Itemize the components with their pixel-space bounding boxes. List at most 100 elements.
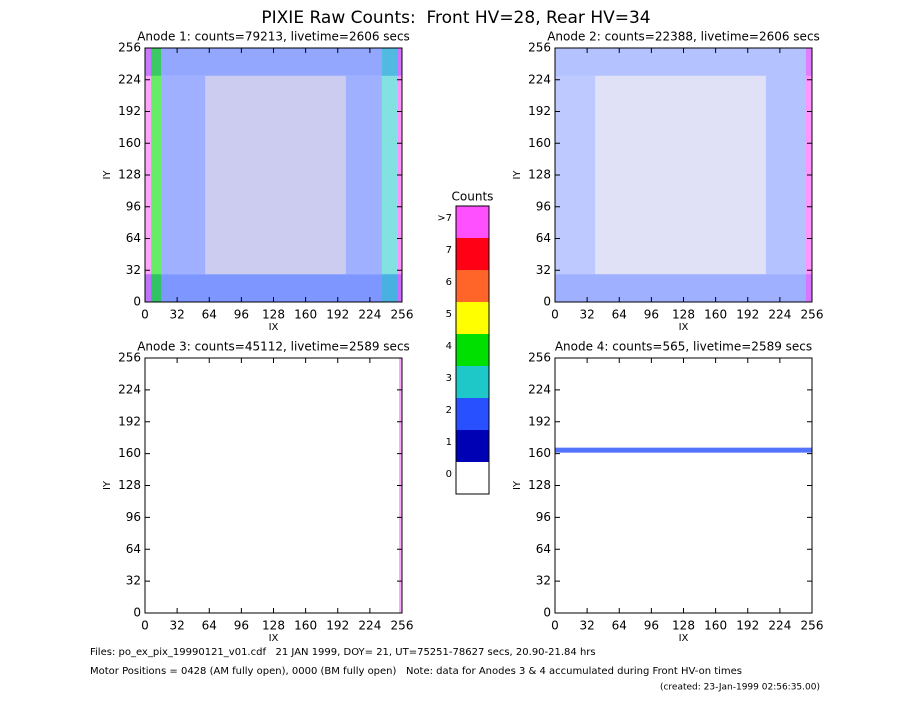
y-axis-label: IY <box>102 480 113 490</box>
colorbar-swatch <box>456 238 489 270</box>
colorbar-swatch <box>456 430 489 462</box>
colorbar-label: 6 <box>446 277 452 288</box>
y-tick-label: 96 <box>536 199 551 213</box>
count-region <box>205 75 346 275</box>
count-region <box>381 48 398 302</box>
colorbar-swatch <box>456 302 489 334</box>
y-tick-label: 128 <box>118 168 141 182</box>
x-axis-label: IX <box>269 322 279 333</box>
x-axis-label: IX <box>269 633 279 644</box>
x-tick-label: 192 <box>326 619 349 633</box>
y-tick-label: 256 <box>528 351 551 365</box>
y-tick-label: 128 <box>528 168 551 182</box>
count-region <box>595 75 766 275</box>
colorbar-swatch <box>456 366 489 398</box>
x-tick-label: 32 <box>579 619 594 633</box>
x-tick-label: 160 <box>704 308 727 322</box>
y-axis-label: IY <box>512 170 523 180</box>
y-tick-label: 256 <box>118 351 141 365</box>
x-tick-label: 160 <box>704 619 727 633</box>
y-tick-label: 128 <box>528 478 551 492</box>
colorbar-swatch <box>456 206 489 238</box>
count-region <box>555 75 596 275</box>
colorbar-label: 2 <box>446 405 452 416</box>
colorbar-label: 4 <box>446 341 452 352</box>
figure-title: PIXIE Raw Counts: Front HV=28, Rear HV=3… <box>261 8 650 28</box>
y-tick-label: 0 <box>543 606 551 620</box>
y-tick-label: 64 <box>536 231 551 245</box>
x-tick-label: 224 <box>358 619 381 633</box>
colorbar-label: 3 <box>446 373 452 384</box>
x-axis-label: IX <box>679 322 689 333</box>
y-tick-label: 192 <box>118 414 141 428</box>
y-tick-label: 224 <box>528 72 551 86</box>
x-tick-label: 224 <box>358 308 381 322</box>
y-tick-label: 96 <box>536 510 551 524</box>
x-tick-label: 256 <box>801 308 824 322</box>
x-tick-label: 0 <box>141 308 149 322</box>
colorbar-label: >7 <box>437 213 452 224</box>
y-tick-label: 96 <box>126 510 141 524</box>
y-tick-label: 192 <box>118 104 141 118</box>
y-tick-label: 128 <box>118 478 141 492</box>
y-tick-label: 256 <box>118 41 141 55</box>
y-tick-label: 256 <box>528 41 551 55</box>
colorbar-label: 0 <box>446 469 452 480</box>
x-tick-label: 64 <box>202 619 217 633</box>
colorbar-swatch <box>456 270 489 302</box>
count-region <box>151 48 162 302</box>
panel-title: Anode 4: counts=565, livetime=2589 secs <box>555 340 812 354</box>
y-tick-label: 32 <box>536 263 551 277</box>
y-axis-label: IY <box>102 170 113 180</box>
colorbar-swatch <box>456 462 489 494</box>
colorbar-label: 5 <box>446 309 452 320</box>
x-tick-label: 64 <box>202 308 217 322</box>
y-tick-label: 32 <box>126 574 141 588</box>
x-tick-label: 0 <box>141 619 149 633</box>
x-tick-label: 256 <box>391 619 414 633</box>
x-tick-label: 224 <box>768 308 791 322</box>
x-tick-label: 32 <box>169 619 184 633</box>
y-tick-label: 224 <box>118 72 141 86</box>
y-tick-label: 224 <box>528 382 551 396</box>
y-tick-label: 64 <box>126 542 141 556</box>
x-tick-label: 192 <box>326 308 349 322</box>
x-tick-label: 96 <box>644 619 659 633</box>
plot-frame <box>554 357 813 614</box>
y-tick-label: 32 <box>126 263 141 277</box>
colorbar-swatch <box>456 334 489 366</box>
footer-files: Files: po_ex_pix_19990121_v01.cdf 21 JAN… <box>90 647 596 658</box>
x-tick-label: 96 <box>234 308 249 322</box>
colorbar-title: Counts <box>452 190 494 204</box>
y-tick-label: 32 <box>536 574 551 588</box>
y-tick-label: 64 <box>536 542 551 556</box>
y-tick-label: 160 <box>528 446 551 460</box>
x-tick-label: 64 <box>612 619 627 633</box>
colorbar-swatch <box>456 398 489 430</box>
footer-motor: Motor Positions = 0428 (AM fully open), … <box>90 666 742 677</box>
x-tick-label: 160 <box>294 619 317 633</box>
x-tick-label: 32 <box>579 308 594 322</box>
x-tick-label: 224 <box>768 619 791 633</box>
count-region <box>555 447 812 453</box>
count-region <box>345 75 382 275</box>
panel-title: Anode 2: counts=22388, livetime=2606 sec… <box>547 30 820 44</box>
x-tick-label: 256 <box>391 308 414 322</box>
y-tick-label: 160 <box>118 136 141 150</box>
y-tick-label: 0 <box>543 295 551 309</box>
count-region <box>161 75 206 275</box>
panel-title: Anode 3: counts=45112, livetime=2589 sec… <box>137 340 410 354</box>
x-tick-label: 0 <box>551 619 559 633</box>
colorbar-label: 1 <box>446 437 452 448</box>
y-tick-label: 96 <box>126 199 141 213</box>
y-tick-label: 0 <box>133 606 141 620</box>
y-tick-label: 64 <box>126 231 141 245</box>
y-tick-label: 160 <box>118 446 141 460</box>
x-tick-label: 256 <box>801 619 824 633</box>
y-tick-label: 224 <box>118 382 141 396</box>
plot-frame <box>144 357 403 614</box>
count-region <box>765 75 806 275</box>
x-tick-label: 0 <box>551 308 559 322</box>
